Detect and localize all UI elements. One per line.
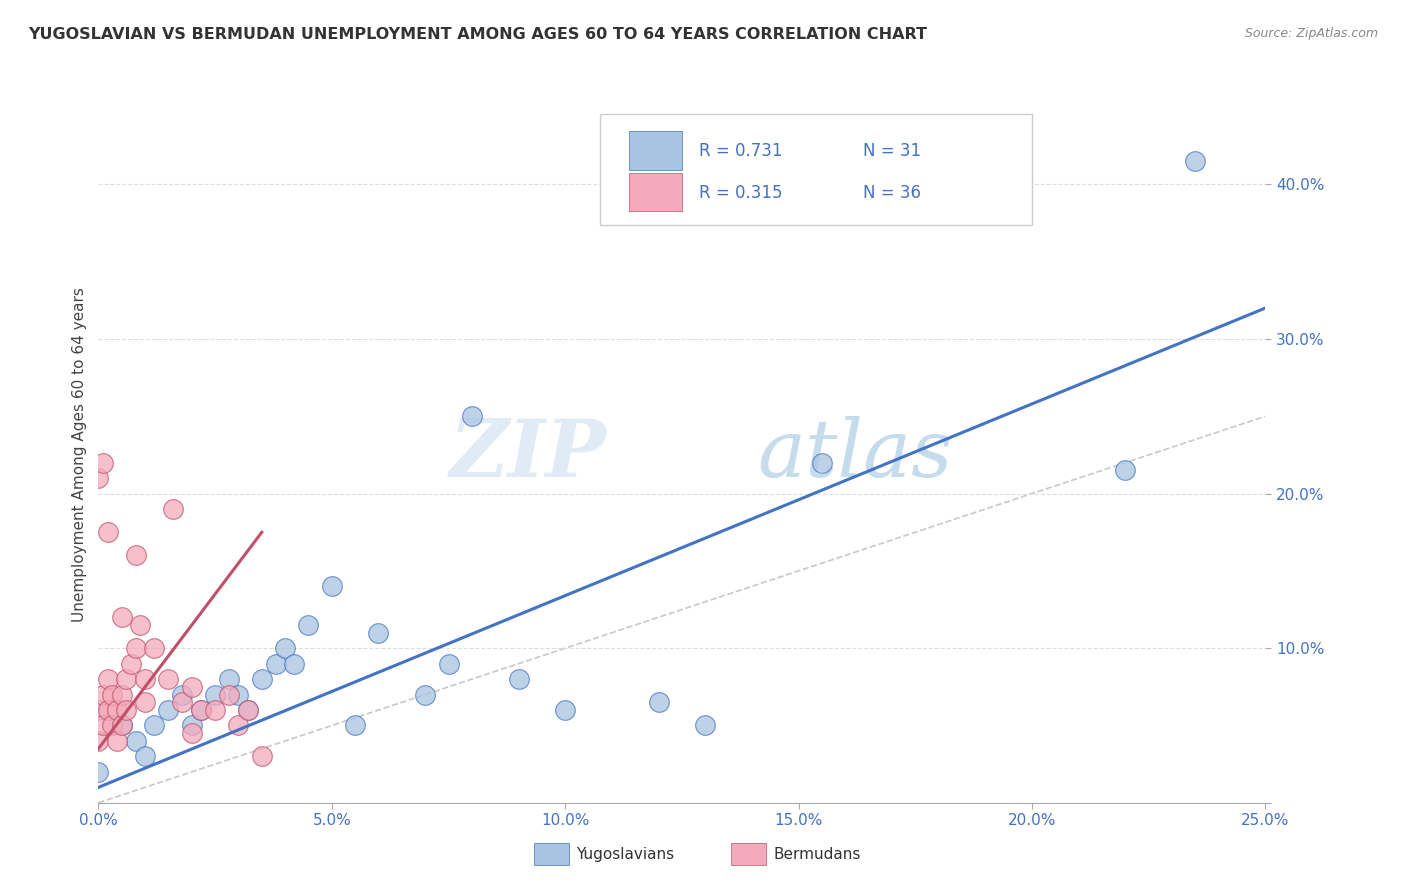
Point	[134, 695, 156, 709]
Point	[321, 579, 343, 593]
Point	[91, 718, 114, 732]
Text: Yugoslavians: Yugoslavians	[576, 847, 675, 862]
Point	[250, 672, 273, 686]
Point	[157, 672, 180, 686]
Point	[115, 703, 138, 717]
Point	[695, 718, 717, 732]
Point	[111, 610, 134, 624]
Point	[180, 718, 202, 732]
FancyBboxPatch shape	[630, 173, 682, 211]
Point	[367, 625, 389, 640]
Point	[283, 657, 305, 671]
Text: N = 31: N = 31	[863, 142, 921, 160]
Point	[437, 657, 460, 671]
FancyBboxPatch shape	[630, 131, 682, 169]
Text: atlas: atlas	[758, 417, 953, 493]
Point	[647, 695, 669, 709]
Point	[811, 456, 834, 470]
Point	[461, 409, 484, 424]
Point	[91, 456, 114, 470]
Text: YUGOSLAVIAN VS BERMUDAN UNEMPLOYMENT AMONG AGES 60 TO 64 YEARS CORRELATION CHART: YUGOSLAVIAN VS BERMUDAN UNEMPLOYMENT AMO…	[28, 27, 927, 42]
Point	[228, 718, 250, 732]
Point	[143, 718, 166, 732]
Point	[105, 734, 128, 748]
Text: R = 0.731: R = 0.731	[699, 142, 783, 160]
Point	[97, 672, 120, 686]
Point	[111, 688, 134, 702]
Point	[554, 703, 576, 717]
Point	[190, 703, 212, 717]
Point	[125, 734, 148, 748]
Point	[172, 688, 194, 702]
Point	[143, 641, 166, 656]
Point	[134, 749, 156, 764]
Text: Bermudans: Bermudans	[773, 847, 860, 862]
Point	[250, 749, 273, 764]
Text: N = 36: N = 36	[863, 184, 921, 202]
Point	[204, 703, 226, 717]
Point	[115, 672, 138, 686]
Point	[101, 688, 124, 702]
Point	[204, 688, 226, 702]
Point	[87, 703, 110, 717]
Y-axis label: Unemployment Among Ages 60 to 64 years: Unemployment Among Ages 60 to 64 years	[72, 287, 87, 623]
Point	[264, 657, 287, 671]
Point	[508, 672, 530, 686]
Point	[274, 641, 297, 656]
Point	[1114, 463, 1136, 477]
Point	[87, 471, 110, 485]
Point	[111, 718, 134, 732]
Point	[413, 688, 436, 702]
Point	[134, 672, 156, 686]
Point	[297, 618, 319, 632]
Point	[125, 641, 148, 656]
Text: ZIP: ZIP	[449, 417, 606, 493]
Point	[190, 703, 212, 717]
Point	[105, 703, 128, 717]
Point	[1184, 154, 1206, 169]
Point	[101, 718, 124, 732]
Point	[120, 657, 142, 671]
Point	[344, 718, 367, 732]
Point	[236, 703, 259, 717]
Point	[218, 672, 240, 686]
Point	[125, 549, 148, 563]
Text: R = 0.315: R = 0.315	[699, 184, 783, 202]
Point	[157, 703, 180, 717]
Point	[180, 726, 202, 740]
Point	[87, 734, 110, 748]
FancyBboxPatch shape	[600, 114, 1032, 226]
Point	[172, 695, 194, 709]
Point	[218, 688, 240, 702]
Point	[87, 764, 110, 779]
Point	[162, 502, 184, 516]
Point	[97, 525, 120, 540]
Text: Source: ZipAtlas.com: Source: ZipAtlas.com	[1244, 27, 1378, 40]
Point	[180, 680, 202, 694]
Point	[129, 618, 152, 632]
Point	[97, 703, 120, 717]
Point	[111, 718, 134, 732]
Point	[228, 688, 250, 702]
Point	[91, 688, 114, 702]
Point	[236, 703, 259, 717]
